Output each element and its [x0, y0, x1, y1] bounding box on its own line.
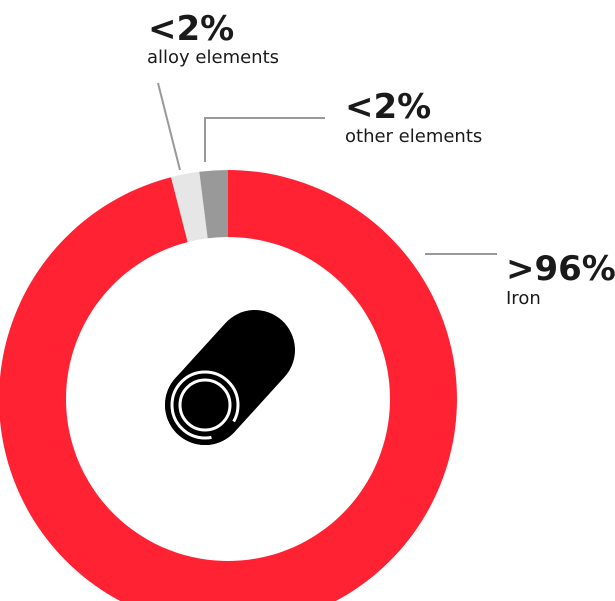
leader-line-other: [204, 117, 325, 162]
slice-alloy-elements: [171, 171, 208, 243]
leader-line-alloy: [157, 82, 181, 171]
slice-iron: [0, 170, 457, 601]
label-alloy-percent: <2%: [148, 9, 234, 49]
label-iron-name: Iron: [506, 288, 541, 309]
slice-other-elements: [199, 170, 228, 239]
label-alloy-name: alloy elements: [147, 47, 279, 68]
label-other-percent: <2%: [345, 87, 431, 127]
label-iron-percent: >96%: [506, 249, 615, 289]
label-other-name: other elements: [345, 126, 482, 147]
steel-pipe-icon: [165, 310, 295, 445]
